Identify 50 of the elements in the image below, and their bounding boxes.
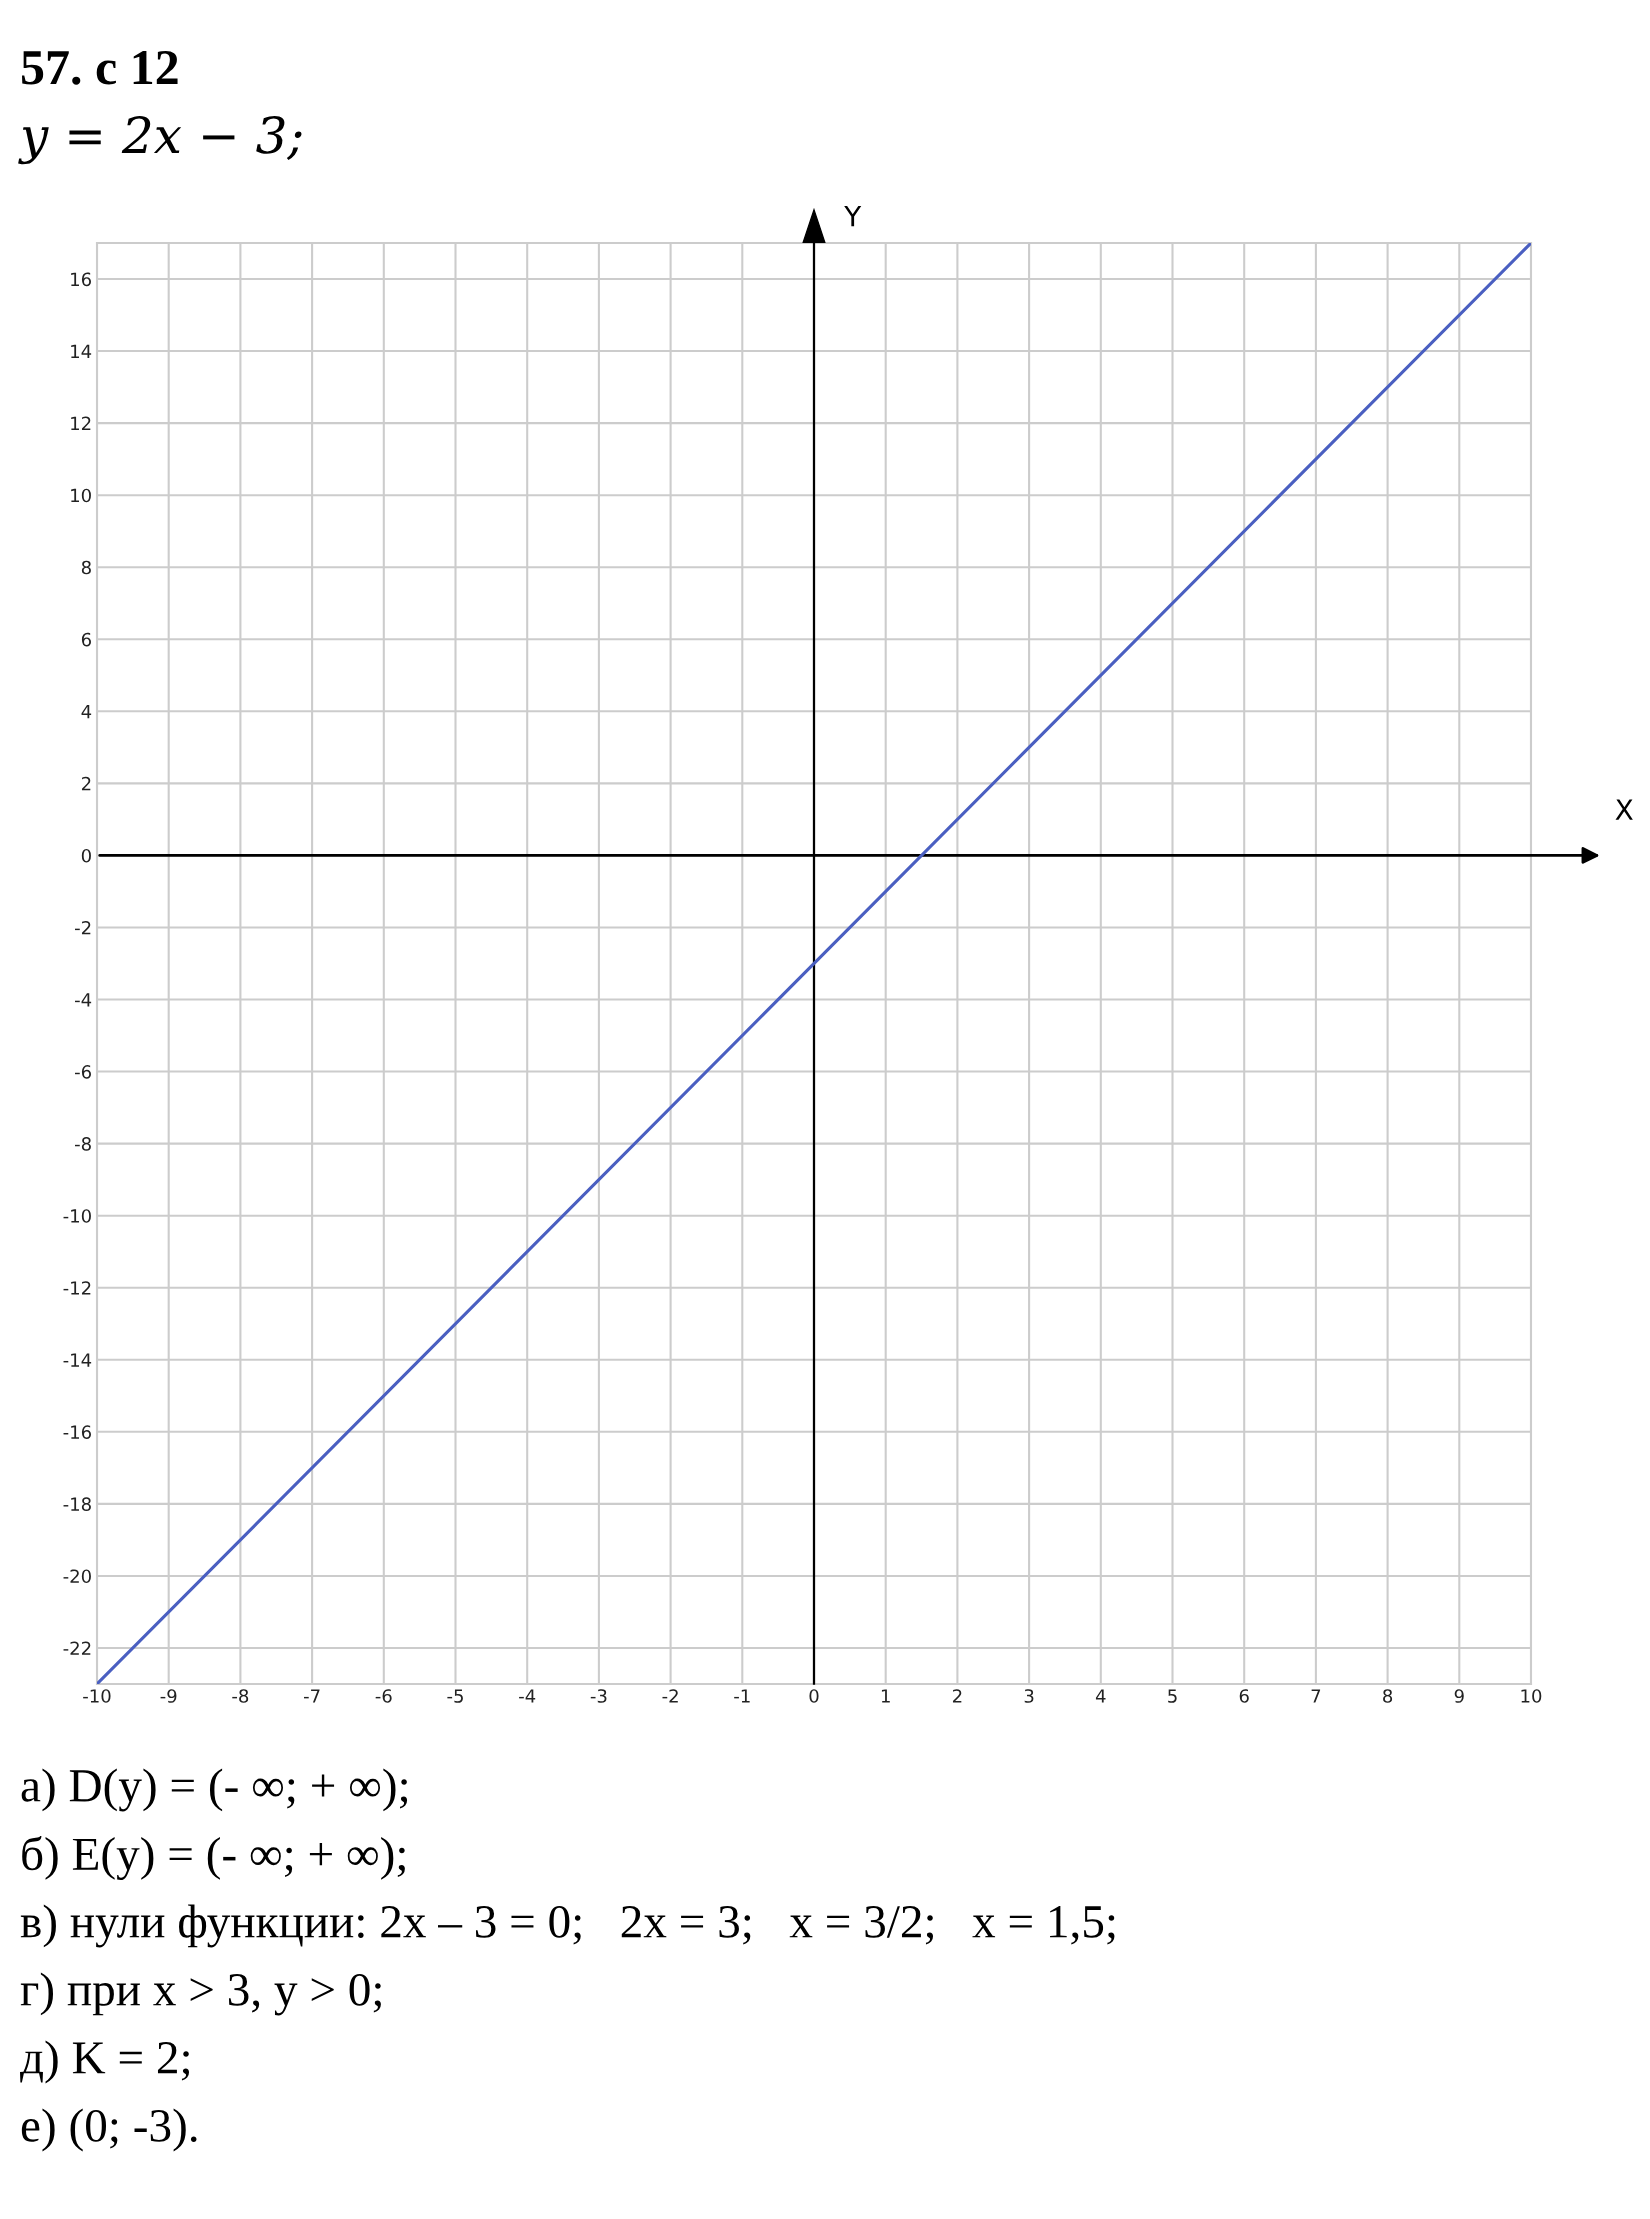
x-tick-label: 9 — [1454, 1689, 1464, 1703]
y-tick-label: 12 — [71, 416, 91, 430]
x-tick-label: 2 — [952, 1689, 962, 1703]
x-tick-label: 1 — [881, 1689, 890, 1703]
text: е) (0; -3). — [21, 2108, 197, 2152]
y-tick-label: 2 — [81, 776, 91, 791]
chart-title: 57. с 12 — [22, 50, 178, 85]
x-tick-label: 3 — [1024, 1689, 1034, 1703]
x-axis-title: X — [1615, 799, 1633, 820]
x-tick-label: -7 — [303, 1689, 320, 1703]
y-tick-label: -6 — [75, 1065, 91, 1079]
x-tick-label: -1 — [734, 1689, 750, 1703]
y-tick-label: 8 — [81, 560, 91, 575]
y-tick-label: -10 — [63, 1209, 91, 1223]
x-tick-label: 10 — [1521, 1689, 1542, 1703]
y-tick-label: -2 — [75, 920, 91, 935]
y-tick-label: 14 — [71, 344, 92, 358]
x-tick-label: -3 — [590, 1689, 607, 1703]
x-tick-label: 4 — [1095, 1689, 1106, 1703]
x-tick-label: 8 — [1383, 1689, 1393, 1703]
x-tick-label: -8 — [232, 1689, 249, 1703]
y-tick-label: 6 — [81, 632, 91, 647]
x-tick-label: -4 — [519, 1689, 536, 1703]
x-tick-label: 7 — [1311, 1689, 1321, 1703]
y-tick-label: -16 — [63, 1425, 91, 1439]
x-tick-label: -6 — [375, 1689, 392, 1703]
y-tick-label: -20 — [63, 1569, 91, 1584]
text: г) при x > 3, y > 0; — [20, 1972, 381, 2016]
text: в) нули функции: 2x – 3 = 0; 2x = 3; x = 3/2; x = 1,5; — [20, 1904, 1115, 1948]
y-tick-label: 4 — [81, 705, 92, 719]
y-tick-label: 0 — [81, 848, 91, 863]
x-tick-label: -2 — [662, 1689, 678, 1703]
chart-subtitle: y = 2x − 3; — [18, 115, 302, 165]
y-tick-label: 10 — [71, 488, 91, 503]
y-axis-title: Y — [844, 205, 862, 227]
y-tick-label: 16 — [71, 272, 91, 287]
y-tick-label: -4 — [75, 993, 92, 1007]
y-tick-label: -18 — [63, 1497, 91, 1511]
x-tick-label: 5 — [1168, 1689, 1177, 1703]
x-tick-label: 6 — [1239, 1689, 1249, 1703]
y-tick-label: -12 — [63, 1281, 91, 1295]
text: д) K = 2; — [20, 2040, 190, 2084]
x-tick-label: 0 — [809, 1689, 819, 1703]
y-tick-label: -22 — [63, 1641, 91, 1655]
y-tick-label: -14 — [63, 1353, 92, 1367]
x-tick-label: -9 — [160, 1689, 177, 1703]
x-tick-label: -5 — [447, 1689, 463, 1703]
text: а) D(y) = (- ∞; + ∞); — [21, 1768, 408, 1812]
y-tick-label: -8 — [75, 1137, 91, 1151]
text: б) E(y) = (- ∞; + ∞); — [22, 1836, 405, 1880]
